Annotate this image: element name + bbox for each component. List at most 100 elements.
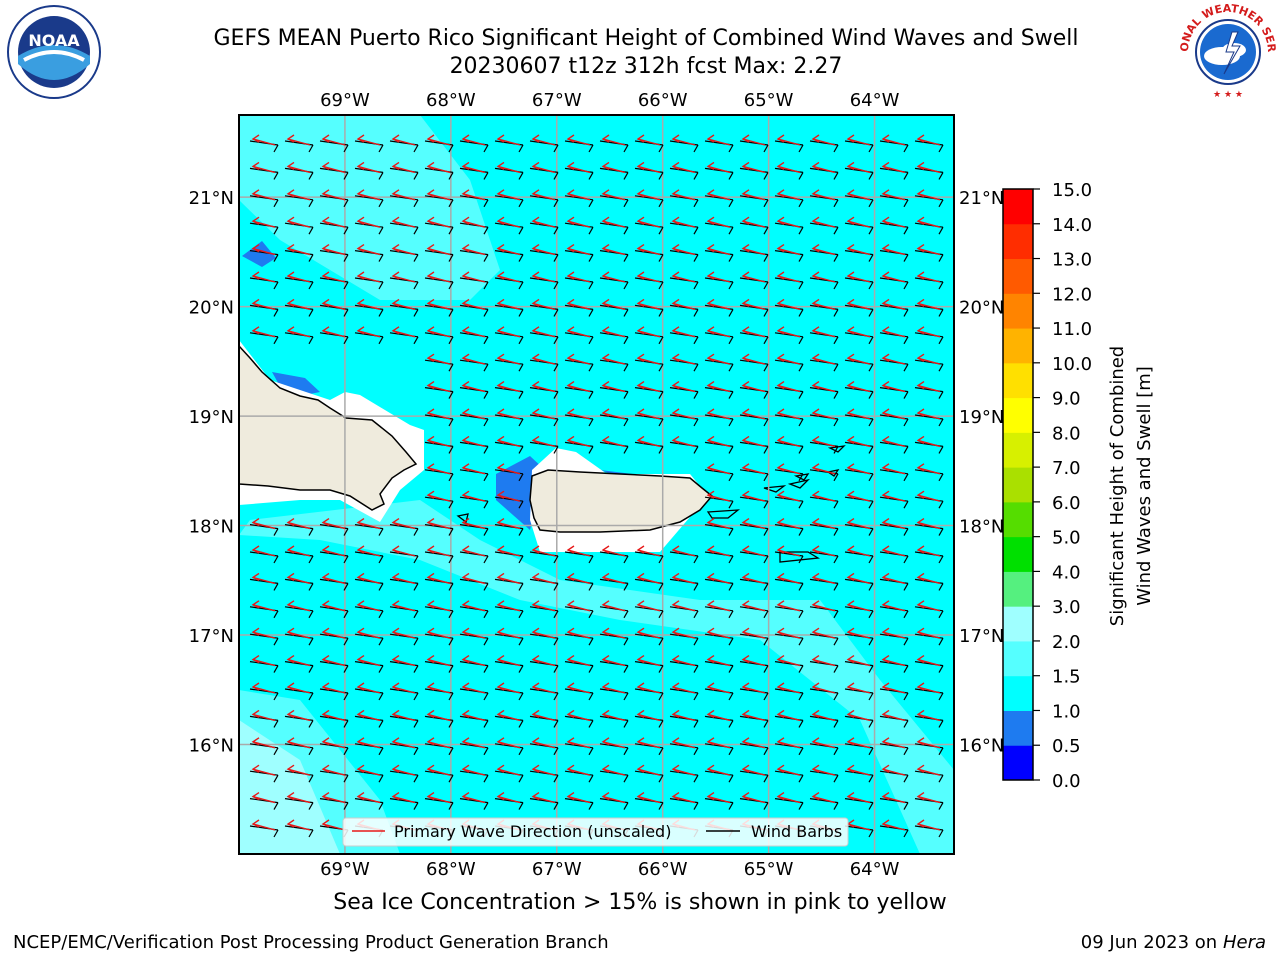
wind-barb-flag	[728, 720, 734, 728]
wind-barb-flag	[623, 583, 629, 591]
wind-barb-flag	[413, 610, 419, 619]
wave-direction-arrowhead	[706, 435, 715, 445]
wave-direction-arrow	[917, 275, 941, 283]
wave-direction-arrow	[742, 138, 766, 146]
wind-barb-flag	[588, 692, 594, 701]
wave-direction-arrowhead	[531, 189, 540, 198]
wave-direction-arrowhead	[636, 326, 645, 335]
wave-direction-arrow	[462, 247, 486, 256]
wave-direction-arrow	[777, 686, 801, 694]
wind-barb-flag	[763, 802, 769, 810]
wave-direction-arrowhead	[251, 709, 260, 719]
wind-barb-flag	[693, 281, 699, 290]
wave-direction-arrow	[462, 768, 486, 776]
wind-barb-flag	[308, 774, 314, 783]
colorbar-tick-label: 14.0	[1052, 215, 1092, 236]
wind-barb-flag	[448, 446, 454, 454]
wind-barb-flag	[448, 500, 454, 509]
wind-barb-flag	[483, 610, 489, 619]
wave-direction-arrowhead	[286, 627, 295, 636]
wave-direction-arrowhead	[846, 764, 855, 773]
wave-direction-arrow	[777, 165, 801, 174]
wave-direction-arrow	[567, 658, 591, 667]
colorbar-segment	[1003, 571, 1033, 607]
wind-barb-flag	[518, 281, 524, 290]
wave-direction-arrow	[777, 604, 801, 612]
wind-barb-flag	[693, 309, 699, 317]
wave-direction-arrowhead	[741, 463, 750, 472]
wave-direction-arrowhead	[251, 572, 260, 582]
wave-direction-arrow	[462, 165, 486, 174]
wave-direction-arrow	[427, 412, 451, 420]
wind-barb-flag	[798, 446, 804, 454]
wave-direction-arrowhead	[286, 518, 295, 527]
wind-barb-flag	[833, 336, 839, 345]
wave-direction-arrow	[917, 768, 941, 776]
wind-barb-flag	[448, 144, 454, 153]
svg-text:★ ★ ★: ★ ★ ★	[1213, 90, 1243, 100]
wave-direction-arrow	[567, 686, 591, 694]
wave-direction-arrow	[707, 302, 731, 311]
wave-direction-arrow	[392, 521, 416, 530]
wind-barb-flag	[763, 528, 769, 536]
wave-direction-arrow	[427, 165, 451, 174]
wave-direction-arrow	[532, 631, 556, 639]
wind-barb-flag	[728, 199, 734, 208]
wave-direction-arrowhead	[531, 381, 540, 390]
wave-direction-arrowhead	[496, 655, 505, 664]
wave-direction-arrowhead	[531, 298, 540, 308]
wave-direction-arrow	[812, 165, 836, 174]
wind-barb-flag	[763, 747, 769, 756]
wind-barb-flag	[273, 747, 279, 756]
wave-direction-arrowhead	[916, 134, 925, 143]
wave-direction-arrow	[287, 686, 311, 694]
wave-direction-arrowhead	[776, 435, 785, 445]
lon-tick-label: 64°W	[850, 859, 900, 880]
wind-barb-flag	[623, 363, 629, 372]
wave-direction-arrowhead	[601, 244, 610, 253]
wave-direction-arrow	[777, 494, 801, 502]
wave-direction-arrow	[392, 713, 416, 722]
wind-barb-flag	[413, 172, 419, 180]
wind-barb-flag	[343, 610, 349, 619]
wind-barb-flag	[868, 528, 874, 536]
wave-direction-arrow	[602, 247, 626, 256]
wave-direction-arrowhead	[916, 244, 925, 253]
wave-direction-arrowhead	[706, 545, 715, 554]
wave-direction-arrowhead	[321, 709, 330, 719]
wave-direction-arrow	[392, 220, 416, 228]
wave-direction-arrowhead	[286, 737, 295, 746]
wave-direction-arrowhead	[286, 189, 295, 198]
wave-direction-arrowhead	[426, 271, 435, 280]
wave-direction-arrow	[532, 220, 556, 228]
wave-direction-arrowhead	[741, 655, 750, 664]
wave-direction-arrowhead	[426, 737, 435, 746]
wave-direction-arrowhead	[391, 216, 400, 225]
wave-direction-arrow	[882, 795, 906, 804]
wind-barb-flag	[763, 720, 769, 728]
wave-direction-arrowhead	[881, 792, 890, 801]
wave-direction-arrowhead	[426, 161, 435, 171]
wind-barb-flag	[553, 336, 559, 345]
wave-direction-arrowhead	[601, 545, 610, 554]
wave-direction-arrowhead	[321, 161, 330, 171]
wind-barb-flag	[413, 199, 419, 208]
wave-direction-arrowhead	[671, 408, 680, 417]
wave-direction-arrowhead	[846, 435, 855, 445]
wave-direction-arrowhead	[881, 134, 890, 143]
wave-direction-arrowhead	[671, 381, 680, 390]
wind-barb-flag	[658, 226, 664, 235]
wave-direction-arrowhead	[391, 627, 400, 636]
wind-barb-flag	[903, 692, 909, 701]
colorbar-tick-label: 13.0	[1052, 250, 1092, 271]
wind-barb-flag	[553, 692, 559, 701]
colorbar-segment	[1003, 501, 1033, 538]
wave-direction-arrow	[427, 302, 451, 311]
wind-barb-flag	[553, 363, 559, 372]
wind-barb-flag	[693, 637, 699, 646]
wave-direction-arrow	[742, 302, 766, 311]
wave-direction-arrow	[392, 741, 416, 749]
wave-direction-arrowhead	[706, 244, 715, 253]
wave-direction-arrowhead	[251, 655, 260, 664]
